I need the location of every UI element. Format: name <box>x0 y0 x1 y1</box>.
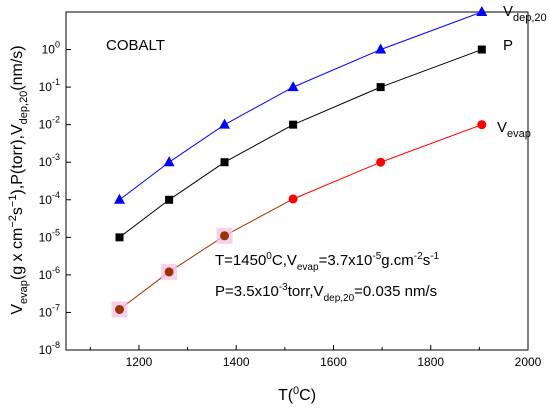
series-line-segment <box>224 198 294 237</box>
series-label-vevap: Vevap <box>497 119 531 140</box>
chart-title: COBALT <box>106 37 165 54</box>
y-tick-label: 10-1 <box>39 77 60 94</box>
series-line-segment <box>380 11 482 51</box>
annotation-line-2: P=3.5x10-3torr,Vdep,20=0.035 nm/s <box>215 282 437 304</box>
series-line-segment <box>292 161 381 200</box>
series-line-segment <box>380 49 482 88</box>
data-point-circle <box>164 267 174 277</box>
data-point-triangle <box>375 43 387 54</box>
x-tick-label: 1800 <box>417 355 444 369</box>
x-tick-label: 1400 <box>223 355 250 369</box>
y-tick-label: 10-5 <box>39 227 60 244</box>
data-point-square <box>165 195 174 204</box>
y-axis-title: Vevap(g x cm−2s−1),P(torr),Vdep,20(nm/s) <box>7 45 30 314</box>
data-point-triangle <box>287 81 299 92</box>
series-label-vdep: Vdep,20 <box>503 3 547 24</box>
series-line-segment <box>292 86 381 126</box>
series-line-segment <box>224 86 294 126</box>
x-axis-title: T(0C) <box>278 385 316 404</box>
x-tick-label: 1200 <box>126 355 153 369</box>
series-line-segment <box>168 235 225 273</box>
y-tick-label: 10-3 <box>39 152 60 169</box>
data-point-square <box>115 233 124 242</box>
data-point-triangle <box>219 118 231 129</box>
series-layer <box>111 6 488 318</box>
x-tick-label: 2000 <box>515 355 542 369</box>
series-line-segment <box>119 271 170 310</box>
series-line-segment <box>168 124 225 163</box>
data-point-triangle <box>163 156 175 167</box>
data-point-circle <box>220 231 230 241</box>
data-point-square <box>376 83 385 92</box>
y-tick-label: 10-6 <box>39 265 60 282</box>
data-point-circle <box>376 157 386 167</box>
data-point-square <box>220 158 229 167</box>
y-tick-label: 100 <box>42 40 60 57</box>
data-point-square <box>477 45 486 54</box>
x-tick-label: 1600 <box>320 355 347 369</box>
series-line-segment <box>380 124 482 163</box>
y-tick-label: 10-2 <box>39 115 60 132</box>
data-point-triangle <box>113 193 125 204</box>
data-point-circle <box>288 194 298 204</box>
y-tick-label: 10-4 <box>39 190 60 207</box>
y-tick-label: 10-8 <box>39 340 60 357</box>
plot-frame <box>65 11 529 351</box>
annotation-line-1: T=14500C,Vevap=3.7x10-5g.cm-2s-1 <box>215 251 440 273</box>
data-point-circle <box>477 120 487 130</box>
series-line-segment <box>119 199 170 238</box>
series-line-segment <box>168 161 225 201</box>
series-line-segment <box>292 49 381 88</box>
data-point-triangle <box>476 6 488 16</box>
series-label-p: P <box>503 37 513 54</box>
data-point-square <box>289 120 298 129</box>
series-line-segment <box>224 124 294 163</box>
axis-ticks: 1200 1400 1600 1800 2000 10-8 10-7 10-6 10-5 10-4… <box>39 40 542 369</box>
y-tick-label: 10-7 <box>39 302 60 319</box>
data-point-circle <box>114 304 124 314</box>
series-line-segment <box>119 161 170 201</box>
